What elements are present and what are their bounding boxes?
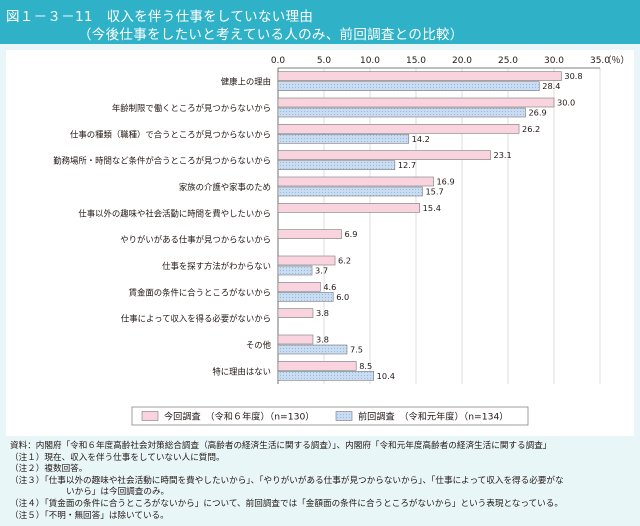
category-label: 仕事を探す方法がわからない — [162, 261, 271, 271]
legend-label-previous: 前回調査 （令和元年度）（n=134） — [358, 411, 508, 423]
data-label: 30.0 — [557, 98, 575, 108]
bar-current — [277, 124, 520, 134]
data-label: 10.4 — [377, 371, 395, 381]
data-label: 30.8 — [564, 71, 582, 81]
bar-current — [277, 361, 357, 371]
bar-current — [277, 334, 314, 345]
data-label: 3.7 — [315, 266, 328, 276]
note-3: （注３）「仕事以外の趣味や社会活動に時間を費やしたいから」、「やりがいがある仕事… — [10, 475, 564, 486]
bar-previous — [277, 81, 540, 91]
data-label: 4.6 — [323, 282, 336, 292]
data-label: 26.9 — [528, 108, 546, 118]
note-2: （注２）複数回答。 — [10, 464, 88, 475]
note-3-continued: いから」は今回調査のみ。 — [66, 487, 170, 498]
legend-label-current: 今回調査 （令和６年度）（n=130） — [164, 411, 314, 423]
bar-previous — [277, 344, 348, 355]
bar-current — [277, 203, 420, 213]
x-tick-label: 30.0 — [544, 56, 564, 66]
bar-previous — [277, 186, 423, 197]
bar-previous — [277, 292, 334, 302]
data-label: 15.4 — [423, 203, 441, 213]
x-tick-label: 25.0 — [498, 56, 518, 66]
x-tick-label: 35.0 — [590, 56, 610, 66]
bar-current — [277, 255, 336, 266]
category-label: 仕事の種類（職種）で合うところが見つからないから — [70, 129, 271, 139]
data-label: 26.2 — [522, 124, 540, 134]
x-tick-label: 10.0 — [360, 56, 380, 66]
bar-previous — [277, 134, 409, 144]
note-source: 資料：内閣府「令和６年度高齢社会対策総合調査（高齢者の経済生活に関する調査）」、… — [10, 441, 552, 451]
legend-swatch-previous — [335, 411, 353, 421]
figure-title: 図１－３－11 収入を伴う仕事をしていない理由 — [6, 9, 314, 25]
data-label: 3.8 — [316, 335, 329, 345]
bar-current — [277, 97, 555, 108]
x-tick-label: 15.0 — [406, 56, 426, 66]
bar-current — [277, 282, 321, 292]
category-label: 仕事以外の趣味や社会活動に時間を費やしたいから — [78, 208, 271, 218]
data-label: 15.7 — [425, 187, 443, 197]
bar-previous — [277, 371, 374, 381]
notes: 資料：内閣府「令和６年度高齢社会対策総合調査（高齢者の経済生活に関する調査）」、… — [10, 441, 634, 522]
legend-box — [131, 406, 529, 426]
data-label: 12.7 — [398, 160, 416, 170]
legend-swatch-current — [141, 411, 159, 421]
bar-current — [277, 176, 434, 187]
x-tick-label: 20.0 — [452, 56, 472, 66]
data-label: 7.5 — [350, 345, 363, 355]
x-unit-label: （％） — [602, 55, 629, 66]
note-1: （注１）現在、収入を伴う仕事をしていない人に質問。 — [10, 452, 225, 463]
bar-current — [277, 71, 562, 81]
note-4: （注４）「賃金面の条件に合うところがないから」について、前回調査では「金額面の条… — [10, 498, 563, 509]
category-label: その他 — [246, 340, 272, 350]
data-label: 16.9 — [436, 177, 454, 187]
data-label: 6.9 — [344, 229, 357, 239]
x-tick-label: 5.0 — [317, 56, 332, 66]
figure-subtitle: （今後仕事をしたいと考えている人のみ、前回調査との比較） — [78, 27, 464, 43]
bar-current — [277, 229, 342, 239]
bar-previous — [277, 265, 313, 276]
category-label: やりがいがある仕事が見つからないから — [120, 235, 271, 245]
category-label: 賃金面の条件に合うところがないから — [129, 287, 271, 297]
data-label: 6.2 — [338, 256, 351, 266]
note-5: （注５）「不明・無回答」は除いている。 — [10, 510, 169, 521]
data-label: 23.1 — [494, 150, 512, 160]
data-label: 28.4 — [542, 81, 560, 91]
category-label: 特に理由はない — [212, 366, 271, 376]
data-label: 3.8 — [316, 308, 329, 318]
bar-previous — [277, 160, 396, 170]
data-label: 14.2 — [412, 134, 430, 144]
data-label: 6.0 — [336, 292, 349, 302]
figure-header: 図１－３－11 収入を伴う仕事をしていない理由 （今後仕事をしたいと考えている人… — [0, 0, 640, 44]
category-label: 年齢制限で働くところが見つからないから — [112, 103, 271, 113]
category-label: 家族の介護や家事のため — [179, 182, 271, 192]
bar-current — [277, 308, 314, 318]
x-tick-label: 0.0 — [271, 56, 286, 66]
chart-panel: 0.0 5.0 10.0 15.0 20.0 25.0 30.0 35.0 （％） 健康上の理由 3… — [6, 50, 634, 436]
category-label: 勤務場所・時間など条件が合うところが見つからないから — [53, 156, 271, 166]
bar-current — [277, 150, 491, 160]
bar-chart: 0.0 5.0 10.0 15.0 20.0 25.0 30.0 35.0（％） 健康上の理由 3… — [53, 55, 630, 426]
category-label: 仕事によって収入を得る必要がないから — [121, 314, 271, 324]
data-label: 8.5 — [359, 361, 372, 371]
bar-previous — [277, 107, 526, 118]
category-label: 健康上の理由 — [221, 77, 271, 87]
